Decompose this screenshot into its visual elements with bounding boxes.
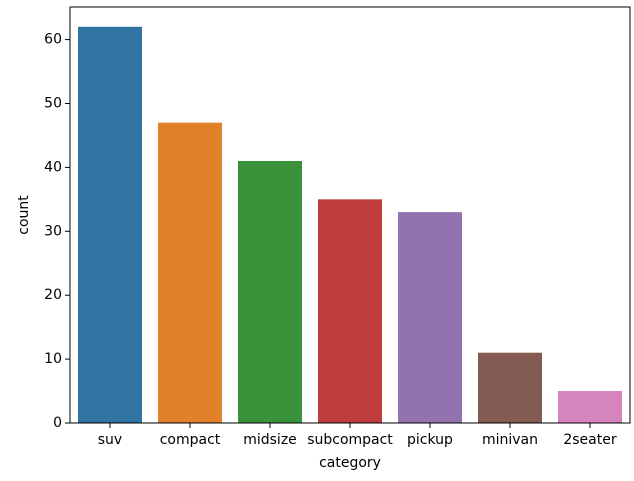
x-tick-label: suv — [98, 432, 122, 448]
bar — [318, 199, 382, 423]
x-tick-label: midsize — [243, 432, 297, 448]
x-axis-label: category — [319, 455, 381, 471]
bar — [78, 26, 142, 424]
x-tick-label: minivan — [482, 432, 538, 448]
y-tick-label: 40 — [44, 159, 62, 175]
x-tick-label: pickup — [407, 432, 453, 448]
y-tick-label: 20 — [44, 287, 62, 303]
bar — [398, 212, 462, 423]
y-axis-label: count — [16, 195, 32, 235]
bar — [558, 391, 622, 423]
x-tick-label: subcompact — [307, 432, 393, 448]
x-tick-label: compact — [160, 432, 221, 448]
bar — [478, 352, 542, 423]
bar — [158, 122, 222, 424]
bar — [238, 161, 302, 424]
plot-frame — [69, 6, 631, 424]
y-tick-label: 30 — [44, 223, 62, 239]
y-tick-label: 60 — [44, 32, 62, 48]
y-tick-label: 50 — [44, 95, 62, 111]
x-tick-label: 2seater — [563, 432, 616, 448]
y-tick-label: 10 — [44, 351, 62, 367]
y-tick-label: 0 — [53, 415, 62, 431]
